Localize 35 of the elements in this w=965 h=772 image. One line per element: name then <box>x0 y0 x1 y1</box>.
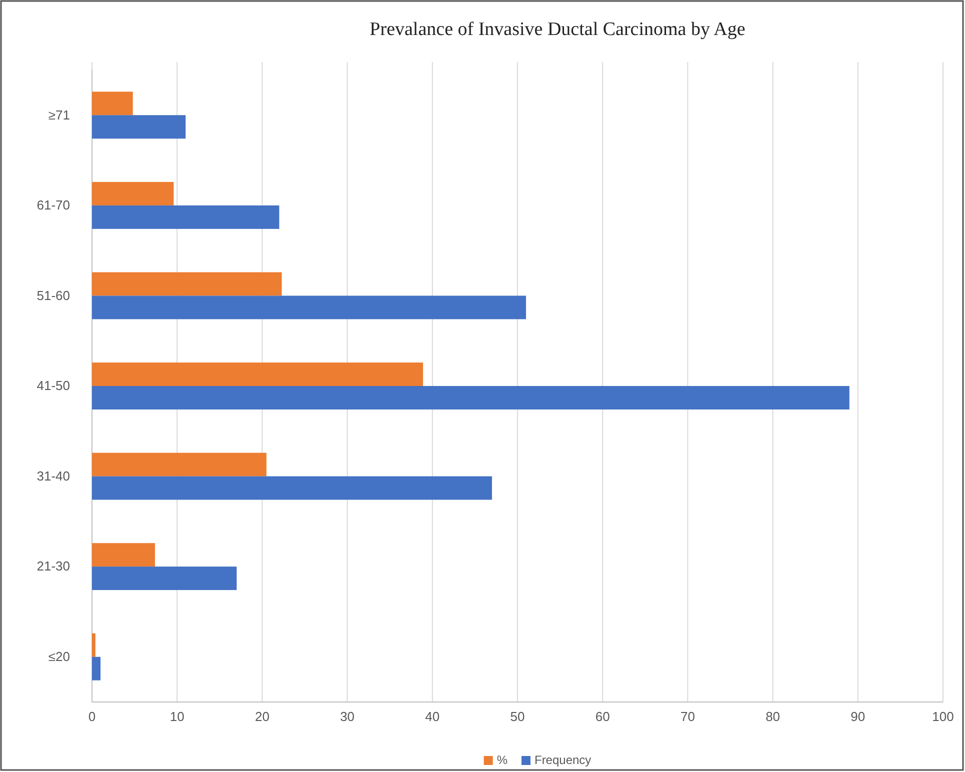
bar <box>92 476 492 500</box>
x-tick-label: 10 <box>170 709 184 724</box>
y-tick-label: 41-50 <box>36 378 70 394</box>
x-tick-label: 60 <box>595 709 610 724</box>
bar <box>92 182 174 206</box>
legend-label: Frequency <box>534 753 592 767</box>
x-tick-label: 50 <box>510 709 525 724</box>
y-tick-label: ≤20 <box>48 649 70 664</box>
x-tick-label: 40 <box>425 709 440 724</box>
bar <box>92 272 282 296</box>
bar <box>92 205 280 229</box>
bar <box>92 633 96 657</box>
x-tick-label: 20 <box>254 709 270 724</box>
x-tick-label: 30 <box>340 709 355 724</box>
bar <box>92 656 101 680</box>
x-tick-label: 70 <box>680 709 695 724</box>
bar <box>92 566 237 590</box>
x-tick-label: 0 <box>88 709 96 724</box>
x-tick-label: 80 <box>766 709 780 724</box>
y-tick-label: 51-60 <box>36 288 70 303</box>
y-tick-label: 31-40 <box>36 468 70 484</box>
bar <box>92 296 526 320</box>
legend-label: % <box>496 753 508 767</box>
bar <box>92 543 155 567</box>
bar <box>92 452 266 476</box>
bar <box>92 115 186 139</box>
bar <box>92 386 850 410</box>
chart-title: Prevalance of Invasive Ductal Carcinoma by Age <box>370 19 746 40</box>
y-tick-label: 21-30 <box>36 558 70 574</box>
y-tick-label: ≥71 <box>48 107 70 122</box>
x-tick-label: 90 <box>850 709 866 724</box>
x-tick-label: 100 <box>932 709 954 724</box>
y-tick-label: 61-70 <box>36 198 70 213</box>
bar <box>92 92 133 116</box>
bar <box>92 362 424 386</box>
